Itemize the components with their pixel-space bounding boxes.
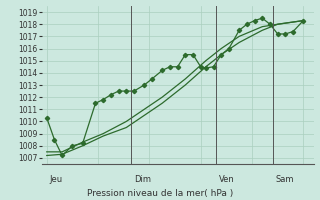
Text: Pression niveau de la mer( hPa ): Pression niveau de la mer( hPa ) — [87, 189, 233, 198]
Text: Jeu: Jeu — [49, 175, 62, 184]
Text: Dim: Dim — [134, 175, 151, 184]
Text: Sam: Sam — [275, 175, 294, 184]
Text: Ven: Ven — [219, 175, 235, 184]
